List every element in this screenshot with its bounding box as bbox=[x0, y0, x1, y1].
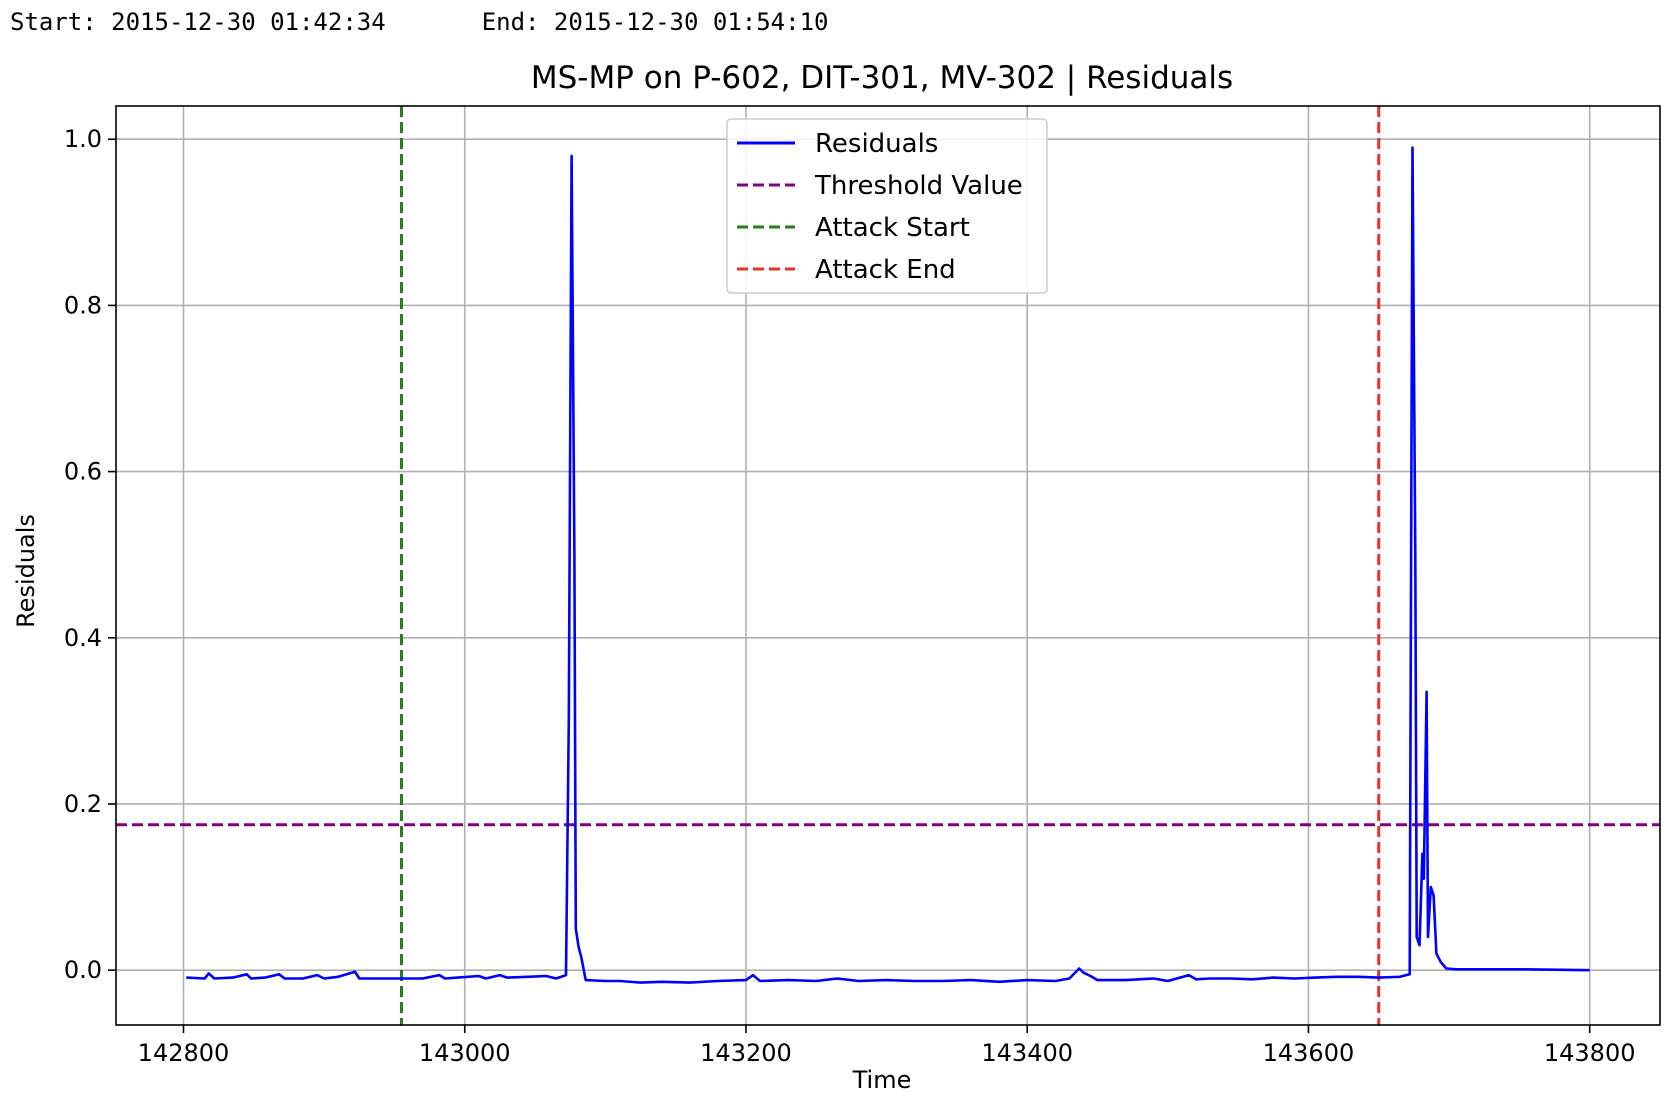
legend-label: Threshold Value bbox=[814, 171, 1023, 201]
y-axis-ticks: 0.0 0.2 0.4 0.6 0.8 1.0 bbox=[64, 125, 116, 984]
y-tick-label: 0.2 bbox=[64, 790, 102, 818]
x-tick-label: 143200 bbox=[700, 1039, 792, 1067]
residuals-series-line bbox=[186, 146, 1590, 984]
y-tick-label: 0.0 bbox=[64, 956, 102, 984]
series-layer bbox=[186, 146, 1590, 984]
legend: Residuals Threshold Value Attack Start Atta… bbox=[726, 118, 1048, 294]
legend-label: Attack End bbox=[815, 255, 956, 285]
x-tick-label: 143400 bbox=[981, 1039, 1073, 1067]
x-axis-label: Time bbox=[852, 1066, 912, 1094]
plot-frame bbox=[115, 105, 1661, 1026]
y-tick-label: 1.0 bbox=[64, 125, 102, 153]
x-tick-label: 143000 bbox=[419, 1039, 511, 1067]
header-time-range: Start: 2015-12-30 01:42:34 End: 2015-12-3… bbox=[10, 8, 828, 36]
x-tick-label: 143600 bbox=[1263, 1039, 1355, 1067]
y-axis-label: Residuals bbox=[12, 514, 40, 628]
y-tick-label: 0.8 bbox=[64, 291, 102, 319]
y-tick-label: 0.4 bbox=[64, 624, 102, 652]
x-tick-label: 142800 bbox=[138, 1039, 230, 1067]
reference-lines bbox=[116, 106, 1660, 1025]
legend-label: Attack Start bbox=[815, 213, 970, 243]
x-tick-label: 143800 bbox=[1544, 1039, 1636, 1067]
legend-box bbox=[726, 118, 1048, 294]
start-time-label: Start: 2015-12-30 01:42:34 bbox=[10, 8, 386, 36]
x-axis-ticks: 142800 143000 143200 143400 143600 143800 bbox=[138, 1025, 1636, 1067]
end-time-label: End: 2015-12-30 01:54:10 bbox=[481, 8, 829, 36]
legend-label: Residuals bbox=[815, 129, 938, 159]
chart-title: MS-MP on P-602, DIT-301, MV-302 | Residu… bbox=[531, 60, 1233, 96]
y-tick-label: 0.6 bbox=[64, 458, 102, 486]
